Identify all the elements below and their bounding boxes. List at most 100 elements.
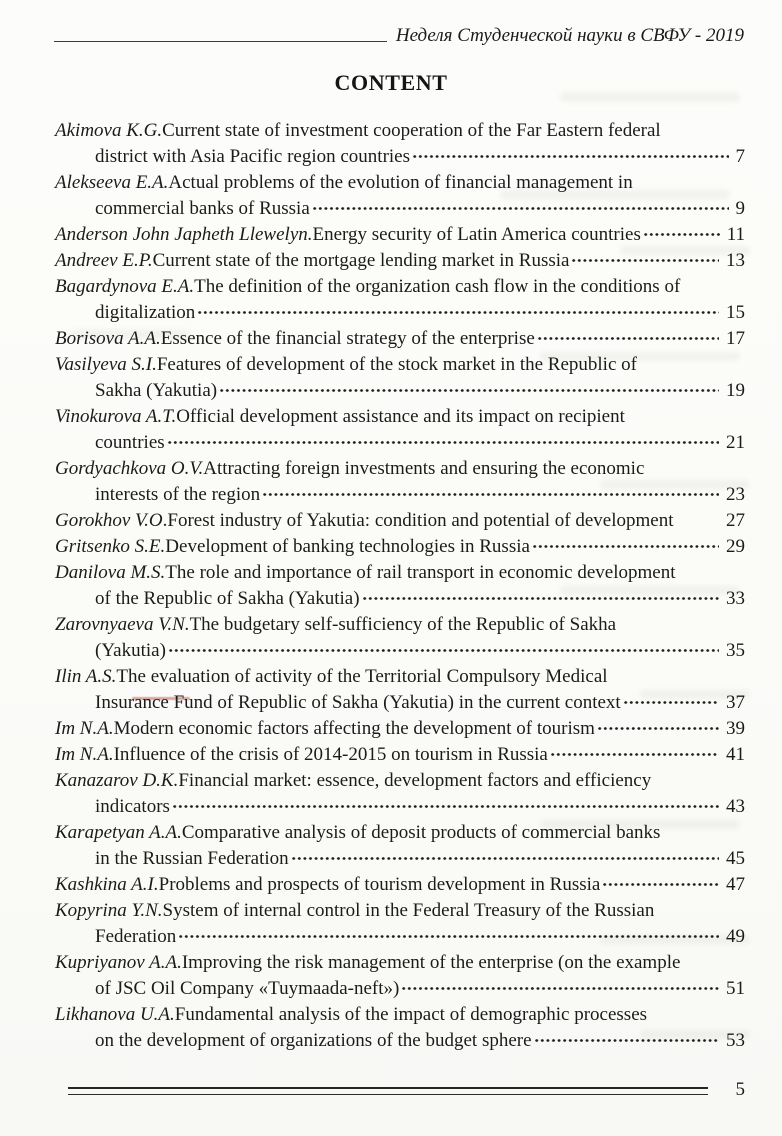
toc-entry: Danilova M.S. The role and importance of… [55, 560, 745, 612]
toc-entry-page: 7 [735, 146, 746, 167]
toc-entry-author: Gritsenko S.E. [55, 536, 166, 557]
toc-entry-title: The budgetary self-sufficiency of the Re… [189, 614, 617, 635]
toc-entry-title-continued: on the development of organizations of t… [95, 1030, 532, 1051]
toc-entry-line: of the Republic of Sakha (Yakutia) 33 [55, 586, 745, 612]
page-header: Неделя Студенческой науки в СВФУ - 2019 [54, 24, 744, 47]
toc-entry-line: Vasilyeva S.I. Features of development o… [55, 352, 745, 378]
toc-entry-author: Kashkina A.I. [55, 874, 159, 895]
toc-entry-title: Comparative analysis of deposit products… [181, 822, 661, 843]
toc-entry-title: Modern economic factors affecting the de… [113, 718, 595, 739]
toc-entry-author: Kanazarov D.K. [55, 770, 179, 791]
toc-entry-title: Official development assistance and its … [176, 406, 625, 427]
toc-entry-title: Energy security of Latin America countri… [312, 224, 641, 245]
toc-entry-page: 19 [726, 380, 745, 401]
toc-entry-title: Financial market: essence, development f… [178, 770, 652, 791]
toc-entry: Im N.A. Influence of the crisis of 2014-… [55, 742, 745, 768]
toc-entry: Kupriyanov A.A. Improving the risk manag… [55, 950, 745, 1002]
toc-entry-author: Borisova A.A. [55, 328, 161, 349]
toc-entry-line: Ilin A.S. The evaluation of activity of … [55, 664, 745, 690]
toc-entry-title: The definition of the organization cash … [194, 276, 681, 297]
toc-entry-author: Vinokurova A.T. [55, 406, 177, 427]
toc-entry-line: digitalization 15 [55, 300, 745, 326]
toc-entry: Andreev E.P. Current state of the mortga… [55, 248, 745, 274]
toc-entry-author: Akimova K.G. [55, 120, 163, 141]
toc-entry-title-continued: in the Russian Federation [95, 848, 289, 869]
toc-entry-page: 43 [726, 796, 745, 817]
toc-entry: Ilin A.S. The evaluation of activity of … [55, 664, 745, 716]
toc-entry-author: Karapetyan A.A. [55, 822, 182, 843]
toc-entry-line: Kopyrina Y.N. System of internal control… [55, 898, 745, 924]
toc-entry-page: 17 [726, 328, 745, 349]
footer-rule [68, 1087, 708, 1095]
toc-entry-line: Gritsenko S.E. Development of banking te… [55, 534, 745, 560]
toc-entry: Kashkina A.I. Problems and prospects of … [55, 872, 745, 898]
toc-entry-title: Actual problems of the evolution of fina… [168, 172, 633, 193]
toc-entry-page: 11 [726, 224, 745, 245]
toc-entry-title: Improving the risk management of the ent… [181, 952, 681, 973]
toc-entry-title-continued: indicators [95, 796, 170, 817]
toc-entry-page: 15 [726, 302, 745, 323]
toc-entry-author: Kupriyanov A.A. [55, 952, 182, 973]
toc-entry-title-continued: commercial banks of Russia [95, 198, 310, 219]
toc-entry-title: Fundamental analysis of the impact of de… [174, 1004, 648, 1025]
page-footer: 5 [68, 1079, 746, 1102]
toc-entry-line: Andreev E.P. Current state of the mortga… [55, 248, 745, 274]
toc-entry-title: Attracting foreign investments and ensur… [203, 458, 645, 479]
toc-entry-title-continued: Sakha (Yakutia) [95, 380, 218, 401]
toc-entry: Anderson John Japheth Llewelyn. Energy s… [55, 222, 745, 248]
toc-entry-author: Ilin A.S. [55, 666, 117, 687]
toc-entry-title: The role and importance of rail transpor… [165, 562, 676, 583]
page-number: 5 [735, 1079, 746, 1100]
toc-entry-author: Zarovnyaeva V.N. [55, 614, 190, 635]
toc-entry-title: Current state of investment cooperation … [162, 120, 661, 141]
toc-entry-title-continued: district with Asia Pacific region countr… [95, 146, 411, 167]
toc-entry-line: Federation 49 [55, 924, 745, 950]
toc-entry-line: Bagardynova E.A. The definition of the o… [55, 274, 745, 300]
toc-entry-page: 9 [735, 198, 746, 219]
toc-entry-line: Im N.A. Influence of the crisis of 2014-… [55, 742, 745, 768]
toc-entry-page: 29 [726, 536, 745, 557]
toc-entry-author: Anderson John Japheth Llewelyn. [55, 224, 313, 245]
toc-entry: Akimova K.G. Current state of investment… [55, 118, 745, 170]
toc-entry-page: 39 [726, 718, 745, 739]
toc-entry-author: Im N.A. [55, 744, 114, 765]
toc-entry-page: 53 [726, 1030, 745, 1051]
toc-entry-line: Karapetyan A.A. Comparative analysis of … [55, 820, 745, 846]
toc-entry-line: Kupriyanov A.A. Improving the risk manag… [55, 950, 745, 976]
toc-entry-page: 35 [726, 640, 745, 661]
running-title: Неделя Студенческой науки в СВФУ - 2019 [395, 25, 744, 46]
toc-entry-title: System of internal control in the Federa… [162, 900, 655, 921]
toc-entry: Karapetyan A.A. Comparative analysis of … [55, 820, 745, 872]
toc-entry-line: Danilova M.S. The role and importance of… [55, 560, 745, 586]
toc-entry-line: (Yakutia) 35 [55, 638, 745, 664]
toc-entry-line: countries 21 [55, 430, 745, 456]
toc-entry: Borisova A.A. Essence of the financial s… [55, 326, 745, 352]
toc-entry-line: Akimova K.G. Current state of investment… [55, 118, 745, 144]
toc-entry: Kopyrina Y.N. System of internal control… [55, 898, 745, 950]
toc-entry-author: Bagardynova E.A. [55, 276, 195, 297]
toc-entry-line: Gordyachkova O.V. Attracting foreign inv… [55, 456, 745, 482]
toc-entry-title: Essence of the financial strategy of the… [160, 328, 535, 349]
toc-entry: Vasilyeva S.I. Features of development o… [55, 352, 745, 404]
toc-entry-line: Sakha (Yakutia) 19 [55, 378, 745, 404]
toc-entry-title-continued: (Yakutia) [95, 640, 166, 661]
toc-entry-page: 33 [726, 588, 745, 609]
toc-entry-line: Zarovnyaeva V.N. The budgetary self-suff… [55, 612, 745, 638]
toc-entry-page: 49 [726, 926, 745, 947]
toc-list: Akimova K.G. Current state of investment… [55, 118, 745, 1054]
toc-entry-page: 21 [726, 432, 745, 453]
toc-entry-title: .Forest industry of Yakutia: condition a… [162, 510, 674, 531]
toc-entry-line: Vinokurova A.T. Official development ass… [55, 404, 745, 430]
toc-entry-page: 37 [726, 692, 745, 713]
toc-entry-line: Borisova A.A. Essence of the financial s… [55, 326, 745, 352]
toc-entry-author: Alekseeva E.A. [55, 172, 169, 193]
toc-entry-title: The evaluation of activity of the Territ… [116, 666, 608, 687]
toc-entry: Kanazarov D.K. Financial market: essence… [55, 768, 745, 820]
toc-entry-page: 13 [726, 250, 745, 271]
toc-entry: Gorokhov V.O .Forest industry of Yakutia… [55, 508, 745, 534]
toc-entry-author: Im N.A. [55, 718, 114, 739]
toc-entry-author: Andreev E.P. [55, 250, 153, 271]
toc-entry-author: Likhanova U.A. [55, 1004, 175, 1025]
toc-entry-title-continued: digitalization [95, 302, 196, 323]
